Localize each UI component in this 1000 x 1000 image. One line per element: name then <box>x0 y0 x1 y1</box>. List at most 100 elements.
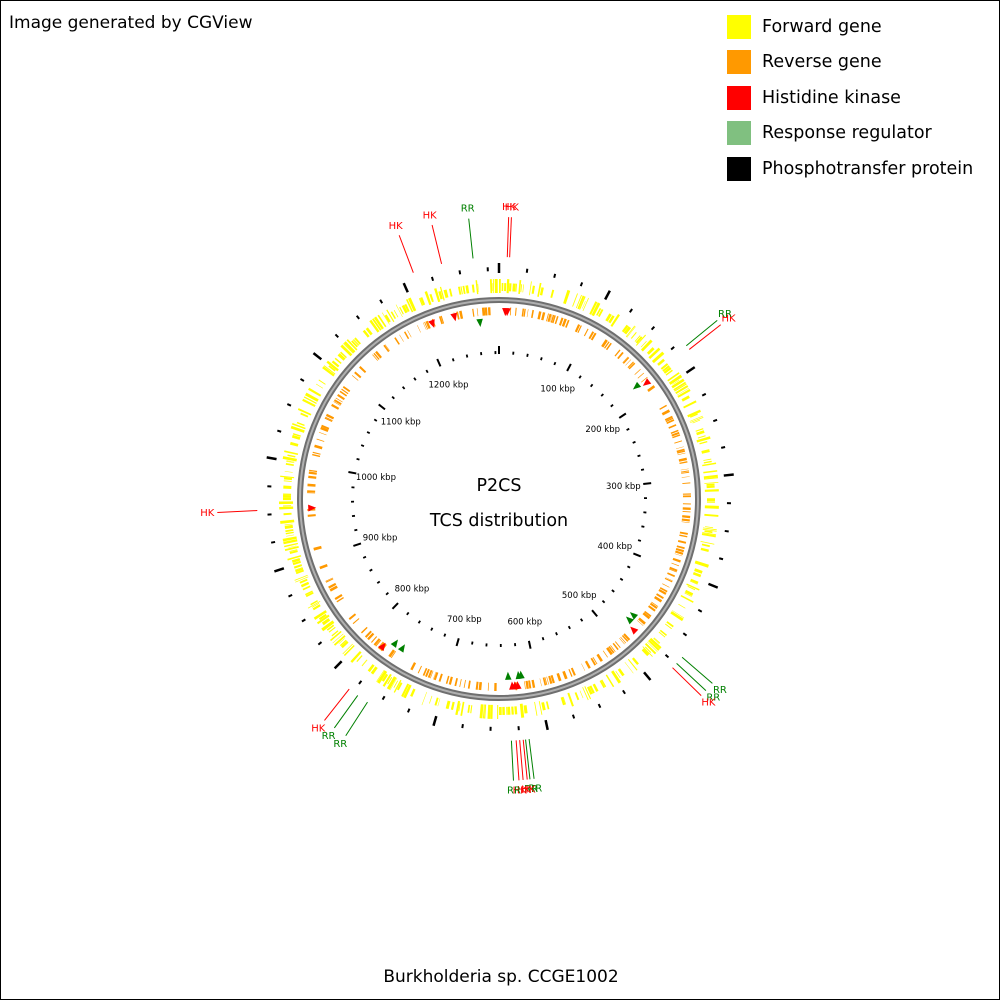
reverse-gene <box>664 577 673 583</box>
outer-tick <box>650 325 656 331</box>
reverse-gene <box>403 331 410 340</box>
forward-gene <box>353 338 360 346</box>
forward-gene <box>592 683 599 692</box>
reverse-gene <box>651 601 659 607</box>
reverse-gene <box>417 325 421 333</box>
outer-tick <box>379 299 384 304</box>
reverse-gene <box>375 350 382 359</box>
reverse-gene <box>542 677 547 686</box>
reverse-gene <box>679 534 688 538</box>
forward-gene <box>284 450 299 455</box>
reverse-gene <box>528 680 532 689</box>
outer-tick <box>718 557 724 561</box>
forward-gene <box>285 463 294 467</box>
reverse-gene <box>454 677 458 687</box>
forward-gene <box>662 365 670 372</box>
reverse-gene <box>676 448 685 453</box>
forward-gene <box>632 657 639 666</box>
scale-label: 300 kbp <box>606 482 641 492</box>
callout-line <box>345 701 368 736</box>
forward-gene <box>702 527 717 531</box>
reverse-gene <box>307 483 316 487</box>
forward-gene <box>617 668 625 677</box>
reverse-gene <box>601 339 608 348</box>
forward-gene <box>291 423 306 430</box>
reverse-gene <box>669 568 677 573</box>
forward-gene <box>630 331 637 339</box>
reverse-gene <box>526 309 529 318</box>
forward-gene <box>696 436 711 443</box>
reverse-gene <box>670 429 679 434</box>
forward-gene <box>562 696 567 705</box>
forward-gene <box>334 357 342 365</box>
scale-tick <box>376 580 381 584</box>
forward-gene <box>331 630 339 637</box>
legend-swatch-hpt <box>727 156 751 181</box>
reverse-gene <box>562 670 568 680</box>
forward-gene <box>354 337 361 345</box>
scale-tick <box>401 386 406 390</box>
reverse-gene <box>590 657 597 666</box>
reverse-gene <box>627 361 634 369</box>
forward-gene <box>312 604 321 611</box>
reverse-gene <box>583 328 589 337</box>
forward-gene <box>479 704 484 719</box>
forward-gene <box>506 279 510 294</box>
forward-gene <box>304 392 319 402</box>
forward-gene <box>700 541 715 545</box>
forward-gene <box>462 285 466 294</box>
outer-tick <box>334 333 339 338</box>
forward-gene <box>681 395 690 402</box>
forward-gene <box>448 288 453 297</box>
forward-gene <box>307 600 321 609</box>
scale-tick <box>465 354 469 358</box>
outer-tick <box>670 346 675 351</box>
forward-gene <box>393 679 402 693</box>
rr-label: RR <box>322 731 336 742</box>
legend-item-response-regulator: Response regulator <box>727 116 973 152</box>
forward-gene <box>287 454 296 458</box>
forward-gene <box>660 363 669 370</box>
scale-tick <box>527 640 532 649</box>
reverse-gene <box>664 415 673 421</box>
reverse-gene <box>487 307 491 316</box>
forward-gene <box>310 600 318 606</box>
forward-gene <box>343 343 354 354</box>
rr-marker <box>515 670 523 680</box>
forward-gene <box>283 497 292 501</box>
reverse-gene <box>348 613 357 620</box>
forward-gene <box>287 555 302 561</box>
hk-label: HK <box>521 785 536 796</box>
reverse-gene <box>552 315 556 324</box>
forward-gene <box>292 433 301 437</box>
hk-label: HK <box>505 202 520 213</box>
reverse-gene <box>388 649 396 658</box>
forward-gene <box>522 284 525 293</box>
scale-tick <box>436 358 442 367</box>
forward-gene <box>286 534 295 537</box>
reverse-gene <box>592 656 598 665</box>
forward-gene <box>671 378 685 389</box>
forward-gene <box>694 568 703 574</box>
reverse-gene <box>459 310 464 320</box>
forward-gene <box>627 659 638 671</box>
forward-gene <box>340 344 353 357</box>
reverse-gene <box>656 593 664 599</box>
scale-tick <box>601 599 606 604</box>
forward-gene <box>499 279 501 294</box>
forward-gene <box>676 387 690 396</box>
forward-gene <box>376 669 385 682</box>
reverse-gene <box>364 630 372 638</box>
forward-gene <box>574 692 580 701</box>
legend-label: Forward gene <box>762 16 882 37</box>
reverse-gene <box>666 419 675 425</box>
forward-gene <box>626 326 636 338</box>
reverse-gene <box>316 438 325 442</box>
legend-swatch-reverse <box>727 50 751 75</box>
forward-gene <box>646 347 655 355</box>
forward-gene <box>514 706 518 715</box>
reverse-gene <box>487 682 489 691</box>
scale-label: 1000 kbp <box>356 473 396 483</box>
outer-tick <box>301 618 306 623</box>
reverse-gene <box>459 679 462 688</box>
